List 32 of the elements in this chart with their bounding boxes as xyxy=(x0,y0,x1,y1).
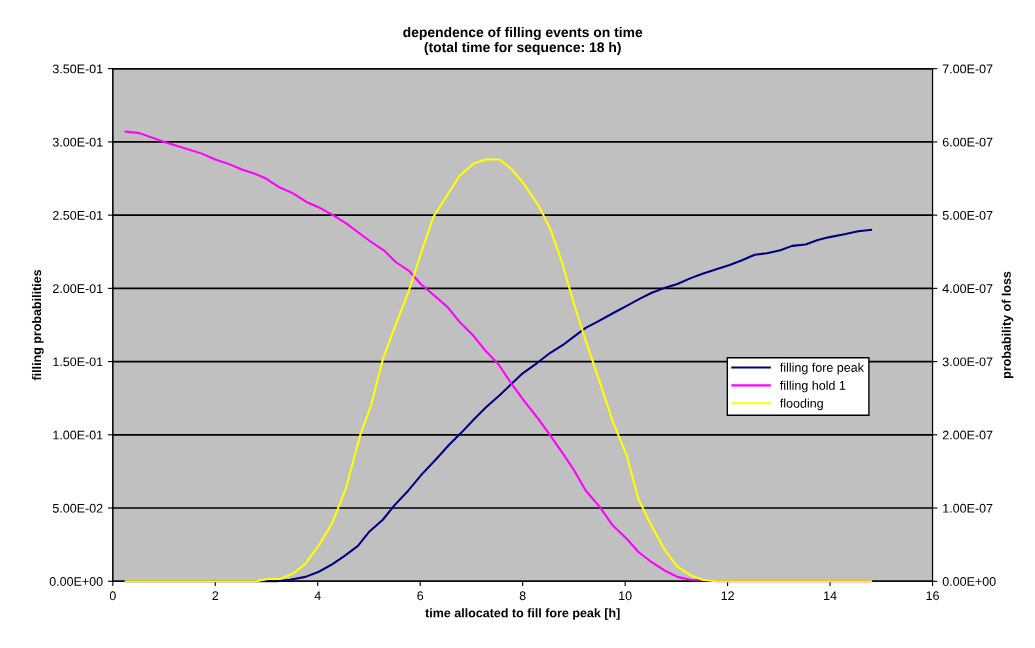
x-tick-label: 2 xyxy=(212,591,219,601)
x-tick-label: 16 xyxy=(926,591,939,601)
y2-tick-label: 3.00E-07 xyxy=(942,357,993,367)
x-tick-label: 8 xyxy=(519,591,526,601)
x-axis-title: time allocated to fill fore peak [h] xyxy=(425,608,620,620)
y-tick-label: 3.50E-01 xyxy=(52,64,103,74)
y-tick-label: 1.00E-01 xyxy=(53,430,103,440)
chart-title: dependence of filling events on time (total time for sequence: 18 h) xyxy=(403,26,643,55)
y2-tick-label: 7.00E-07 xyxy=(942,64,993,74)
y-axis-title: filling probabilities xyxy=(31,269,44,381)
y-tick-label: 2.00E-01 xyxy=(52,284,103,294)
y2-tick-label: 2.00E-07 xyxy=(942,430,993,440)
y-tick-label: 2.50E-01 xyxy=(52,210,103,220)
y2-tick-label: 0.00E+00 xyxy=(942,577,996,586)
y2-axis-title: probability of loss xyxy=(1001,271,1014,378)
y2-tick-label: 4.00E-07 xyxy=(942,284,993,294)
legend-label: filling fore peak xyxy=(780,362,864,375)
y-tick-label: 0.00E+00 xyxy=(49,577,103,586)
y-tick-label: 1.50E-01 xyxy=(53,357,103,367)
legend-label: flooding xyxy=(780,398,823,411)
y2-tick-label: 5.00E-07 xyxy=(942,210,993,220)
x-tick-label: 6 xyxy=(417,591,424,601)
x-tick-label: 12 xyxy=(721,591,734,601)
y-tick-label: 3.00E-01 xyxy=(52,137,103,147)
x-tick-label: 4 xyxy=(314,591,321,601)
y2-tick-label: 6.00E-07 xyxy=(942,137,993,147)
x-tick-label: 0 xyxy=(109,591,116,601)
x-tick-label: 14 xyxy=(824,591,837,601)
legend-label: filling hold 1 xyxy=(780,380,846,393)
y2-tick-label: 1.00E-07 xyxy=(943,503,993,513)
y-tick-label: 5.00E-02 xyxy=(52,503,103,513)
x-tick-label: 10 xyxy=(619,591,632,601)
